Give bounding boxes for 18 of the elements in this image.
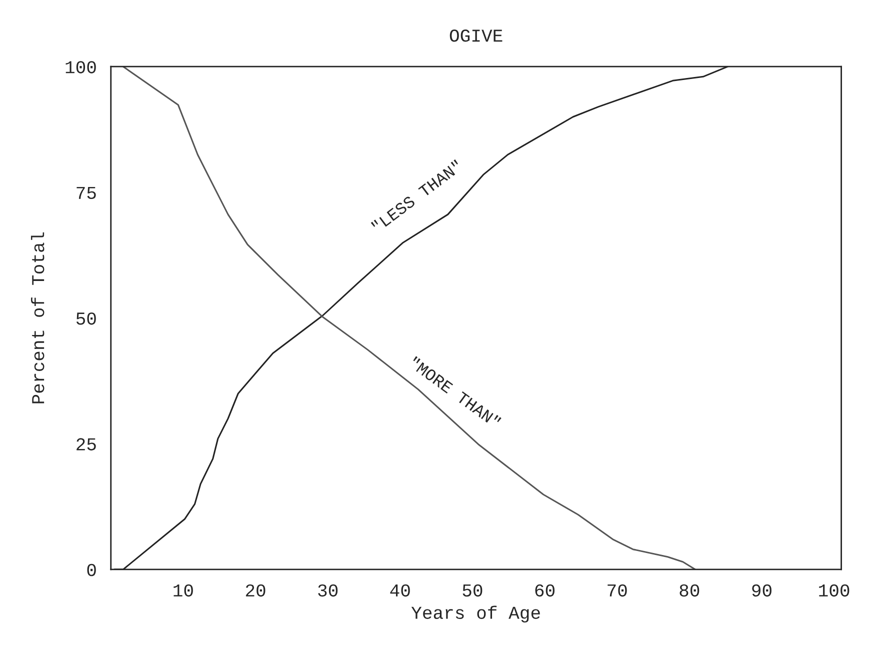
chart-title: OGIVE [450,30,502,42]
y-tick-label: 50 [76,312,96,325]
x-tick-label: 90 [752,584,772,597]
y-tick-label: 75 [76,186,96,200]
x-tick-label: 30 [318,584,338,597]
x-tick-label: 60 [535,584,555,597]
x-tick-label: 50 [462,584,482,597]
x-tick-label: 80 [680,584,700,597]
x-tick-label: 40 [390,584,410,597]
y-tick-label: 0 [87,564,96,576]
x-axis-title: Years of Age [411,606,540,623]
y-tick-label: 25 [76,438,96,450]
y-tick-label: 100 [66,61,96,74]
x-tick-label: 20 [246,584,266,597]
x-tick-label: 10 [174,584,193,597]
x-tick-label: 70 [608,584,627,597]
y-axis-title: Percent of Total [30,232,44,404]
x-tick-label: 100 [819,584,850,597]
